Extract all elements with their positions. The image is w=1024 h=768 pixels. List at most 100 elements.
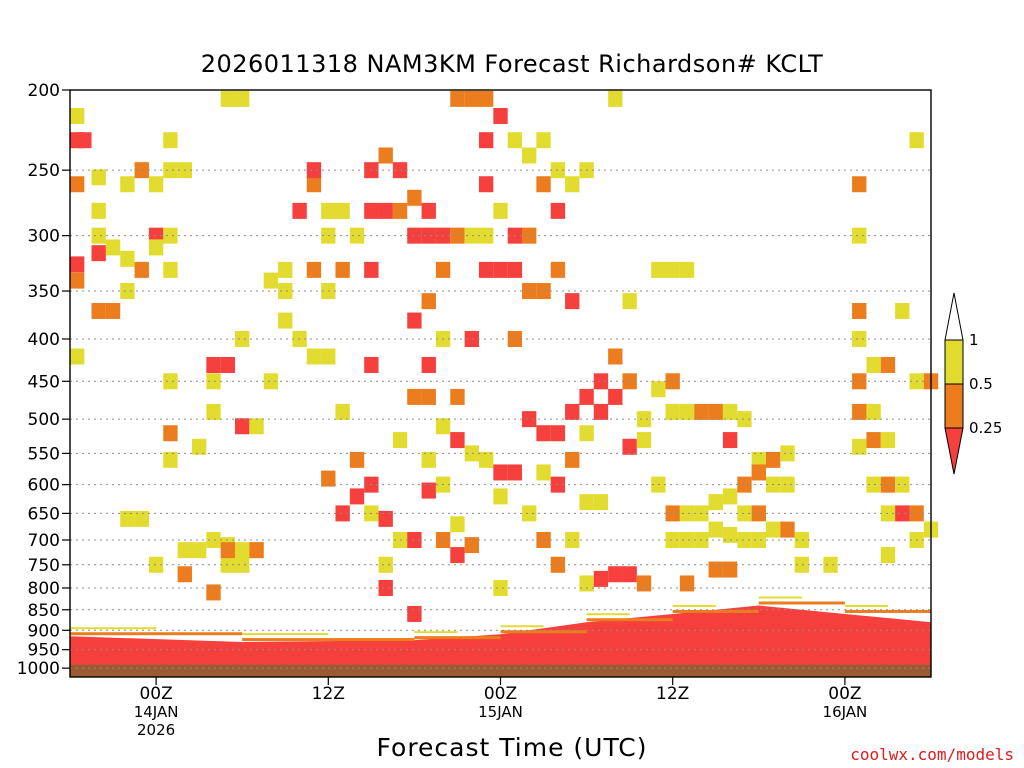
ri-cell [679,532,695,549]
ri-cell [909,132,924,149]
ri-cell [335,261,350,278]
ri-cell [206,532,221,549]
band-edge-streak [758,601,845,605]
ri-cell [622,438,637,455]
ri-cell [708,561,723,578]
ri-cell [306,348,322,365]
x-tick-label: 00Z [484,684,517,704]
ri-cell [536,532,551,549]
ri-cell [120,176,135,193]
ri-cell [163,132,178,149]
ri-cell [321,202,336,219]
ri-cell [163,261,178,278]
ri-cell [493,202,508,219]
ri-cell [536,176,551,193]
ri-cell [407,605,422,622]
ri-cell [220,90,236,107]
band-edge-streak [672,609,759,613]
ri-cell [493,579,508,596]
band-edge-streak [844,604,888,607]
ri-cell [206,373,221,390]
ri-cell [794,532,810,549]
x-tick-label: 12Z [312,684,345,704]
y-tick-label: 250 [28,161,60,181]
ri-cell [120,283,135,300]
ri-cell [722,403,738,420]
ri-cell [263,272,279,289]
ri-cell [105,239,121,256]
ri-cell [177,566,192,583]
ri-cell [852,373,867,390]
y-tick-label: 950 [28,641,60,661]
ri-cell [206,584,221,601]
y-tick-label: 750 [28,556,60,576]
x-tick-label: 16JAN [823,703,868,721]
ri-cell [608,388,623,405]
ri-cell [464,330,479,347]
ri-cell [421,356,436,373]
y-tick-label: 650 [28,504,60,524]
ri-cell [751,464,766,481]
ri-cell [163,451,178,468]
ri-cell [866,476,881,493]
ri-cell [70,272,85,289]
ri-cell [407,189,422,206]
ri-cell [278,261,293,278]
y-tick-label: 600 [28,476,60,496]
x-tick-label: 15JAN [478,703,523,721]
ri-cell [278,312,293,329]
ri-cell [464,537,479,554]
ri-cell [163,425,178,442]
ri-cell [134,510,149,527]
ri-cell [421,202,436,219]
ri-cell [177,542,192,559]
ri-cell [579,494,594,511]
y-tick-label: 800 [28,579,60,599]
ri-cell [522,283,537,300]
ri-cell [665,261,680,278]
colorbar-label: 0.25 [969,419,1002,437]
ri-cell [737,505,752,522]
y-tick-label: 550 [28,444,60,464]
band-edge-streak [70,632,243,636]
x-tick-label: 00Z [828,684,861,704]
ri-cell [421,388,436,405]
ri-cell [565,451,580,468]
ri-cell [407,227,422,244]
ri-cell [105,302,121,319]
y-tick-label: 350 [28,282,60,302]
ri-cell [636,575,652,592]
ri-cell [593,403,609,420]
ri-cell [70,256,85,273]
ri-cell [450,516,465,533]
ri-cell [278,283,293,300]
ri-cell [593,494,609,511]
ri-cell [852,302,867,319]
ri-cell [378,202,393,219]
ri-cell [593,373,609,390]
ri-cell [751,451,766,468]
ri-cell [565,403,580,420]
ri-cell [450,432,465,449]
ri-cell [880,432,896,449]
ri-cell [550,202,566,219]
y-tick-label: 1000 [17,659,60,679]
ri-cell [737,476,752,493]
ri-cell [407,532,422,549]
ri-cell [91,245,106,262]
ri-cell [235,418,250,435]
ri-cell [852,176,867,193]
y-tick-label: 850 [28,601,60,621]
ri-cell [421,451,436,468]
colorbar-orange [944,383,964,429]
ri-cell [493,107,508,124]
ri-cell [220,356,236,373]
site-credit: coolwx.com/models [850,745,1014,764]
ri-cell [852,403,867,420]
ri-cell [306,176,322,193]
ri-cell [70,176,85,193]
ri-cell [565,176,580,193]
ri-cell [70,348,85,365]
ri-cell [335,403,350,420]
colorbar-yellow [944,339,964,385]
